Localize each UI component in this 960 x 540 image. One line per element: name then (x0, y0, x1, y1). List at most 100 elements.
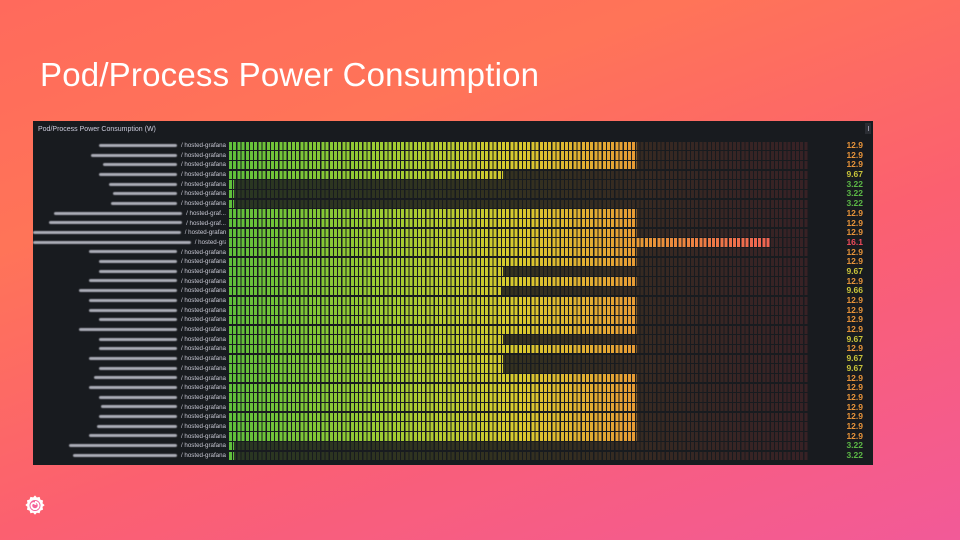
redacted-text (99, 269, 178, 273)
row-divider (229, 324, 808, 326)
lcd-cells (229, 179, 808, 190)
row-value: 12.9 (846, 227, 863, 238)
row-divider (229, 353, 808, 355)
row-value: 12.9 (846, 372, 863, 383)
redacted-text (99, 415, 178, 419)
panel-menu-icon[interactable] (865, 123, 871, 134)
row-divider (229, 430, 808, 432)
redacted-text (99, 172, 178, 176)
row-value: 12.9 (846, 140, 863, 150)
row-label-suffix: / hosted-grafana (179, 345, 226, 353)
redacted-text (109, 182, 178, 186)
row-label-suffix: / hosted-grafana (179, 287, 226, 295)
redacted-text (103, 163, 178, 167)
lcd-cells (229, 441, 808, 451)
row-label: / hosted-grafana (33, 364, 226, 374)
lcd-cells (229, 160, 808, 171)
row-value: 9.67 (846, 333, 863, 344)
row-value: 12.9 (846, 207, 863, 218)
row-label-suffix: / hosted-grafana (179, 393, 226, 401)
row-value: 3.22 (846, 450, 863, 460)
lcd-cells (229, 208, 808, 219)
gauge-row: / hosted-grafana 12.9 (33, 257, 873, 268)
row-label-suffix: / hosted-grafana (179, 326, 226, 334)
row-label-suffix: / hosted-grafana (183, 229, 226, 237)
row-label-suffix: / hosted-grafana (179, 306, 226, 314)
row-divider (229, 208, 808, 209)
gauge-row: / hosted-grafana 9.67 (33, 266, 873, 277)
row-value: 12.9 (846, 159, 863, 170)
redacted-text (89, 356, 178, 360)
redacted-text (49, 221, 183, 225)
row-label: / hosted-grafana (33, 325, 226, 335)
lcd-cells (229, 334, 808, 345)
gauge-row: / hosted-grafana 3.22 (33, 441, 873, 452)
row-divider (229, 343, 808, 345)
row-label: / hosted-grafana (33, 296, 226, 306)
row-divider (229, 314, 808, 316)
row-divider (229, 266, 808, 268)
row-label-suffix: / hosted-grafana (179, 422, 226, 430)
gauge-row: / hosted-graf... 12.9 (33, 218, 873, 229)
row-label: / hosted-grafana (33, 306, 226, 316)
row-value: 3.22 (846, 198, 863, 209)
row-label: / hosted-grafana (33, 277, 226, 287)
redacted-text (89, 279, 178, 283)
redacted-text (99, 143, 178, 147)
redacted-text (97, 424, 178, 428)
redacted-text (113, 192, 178, 196)
lcd-cells (229, 305, 808, 316)
redacted-text (79, 327, 178, 331)
row-label: / hosted-graf... (33, 209, 226, 219)
gauge-row: / hosted-grafana 9.67 (33, 169, 873, 180)
redacted-text (89, 298, 178, 302)
row-divider (229, 382, 808, 384)
gauge-row: / hosted-grafana 9.66 (33, 285, 873, 297)
redacted-text (89, 386, 178, 390)
redacted-text (99, 318, 178, 322)
row-value: 12.9 (846, 430, 863, 441)
gauge-row: / hosted-grafana 12.9 (33, 391, 873, 403)
row-value: 3.22 (846, 188, 863, 199)
row-label: / hosted-grafana (33, 441, 226, 451)
row-divider (229, 169, 808, 171)
lcd-cells (229, 237, 808, 248)
redacted-text (99, 366, 178, 370)
gauge-row: / hosted-grafana 9.67 (33, 333, 873, 345)
row-divider (229, 285, 808, 287)
gauge-row: / hosted-grafana 12.9 (33, 227, 873, 238)
row-divider (229, 411, 808, 413)
row-label-suffix: / hosted-grafana (194, 238, 226, 246)
lcd-cells (229, 266, 808, 277)
row-label-suffix: / hosted-grafana (179, 258, 226, 266)
gauge-row: / hosted-grafana 12.9 (33, 372, 873, 384)
redacted-text (69, 444, 178, 448)
row-label-suffix: / hosted-grafana (179, 142, 226, 149)
lcd-cells (229, 150, 808, 161)
gauge-row: / hosted-grafana 12.9 (33, 140, 873, 151)
row-value: 9.66 (846, 285, 863, 296)
row-label-suffix: / hosted-graf... (184, 209, 226, 217)
gauge-row: / hosted-grafana 12.9 (33, 344, 873, 355)
redacted-text (99, 337, 178, 341)
row-label: / hosted-grafana (33, 180, 226, 190)
row-divider (229, 450, 808, 452)
gauge-row: / hosted-grafana 9.67 (33, 362, 873, 374)
row-divider (229, 304, 808, 306)
row-label-suffix: / hosted-grafana (179, 355, 226, 363)
row-divider (229, 198, 808, 200)
row-divider (229, 333, 808, 335)
row-label-suffix: / hosted-grafana (179, 161, 226, 169)
lcd-cells (229, 325, 808, 335)
row-value: 12.9 (846, 391, 863, 402)
row-label-suffix: / hosted-grafana (179, 335, 226, 343)
redacted-text (91, 153, 178, 157)
row-value: 12.9 (846, 324, 863, 335)
slide-title: Pod/Process Power Consumption (40, 56, 540, 93)
redacted-text (79, 289, 178, 293)
row-value: 9.67 (846, 362, 863, 373)
row-divider (229, 237, 808, 238)
row-divider (229, 159, 808, 161)
gauge-row: / hosted-grafana 12.9 (33, 150, 873, 161)
lcd-cells (229, 247, 808, 258)
